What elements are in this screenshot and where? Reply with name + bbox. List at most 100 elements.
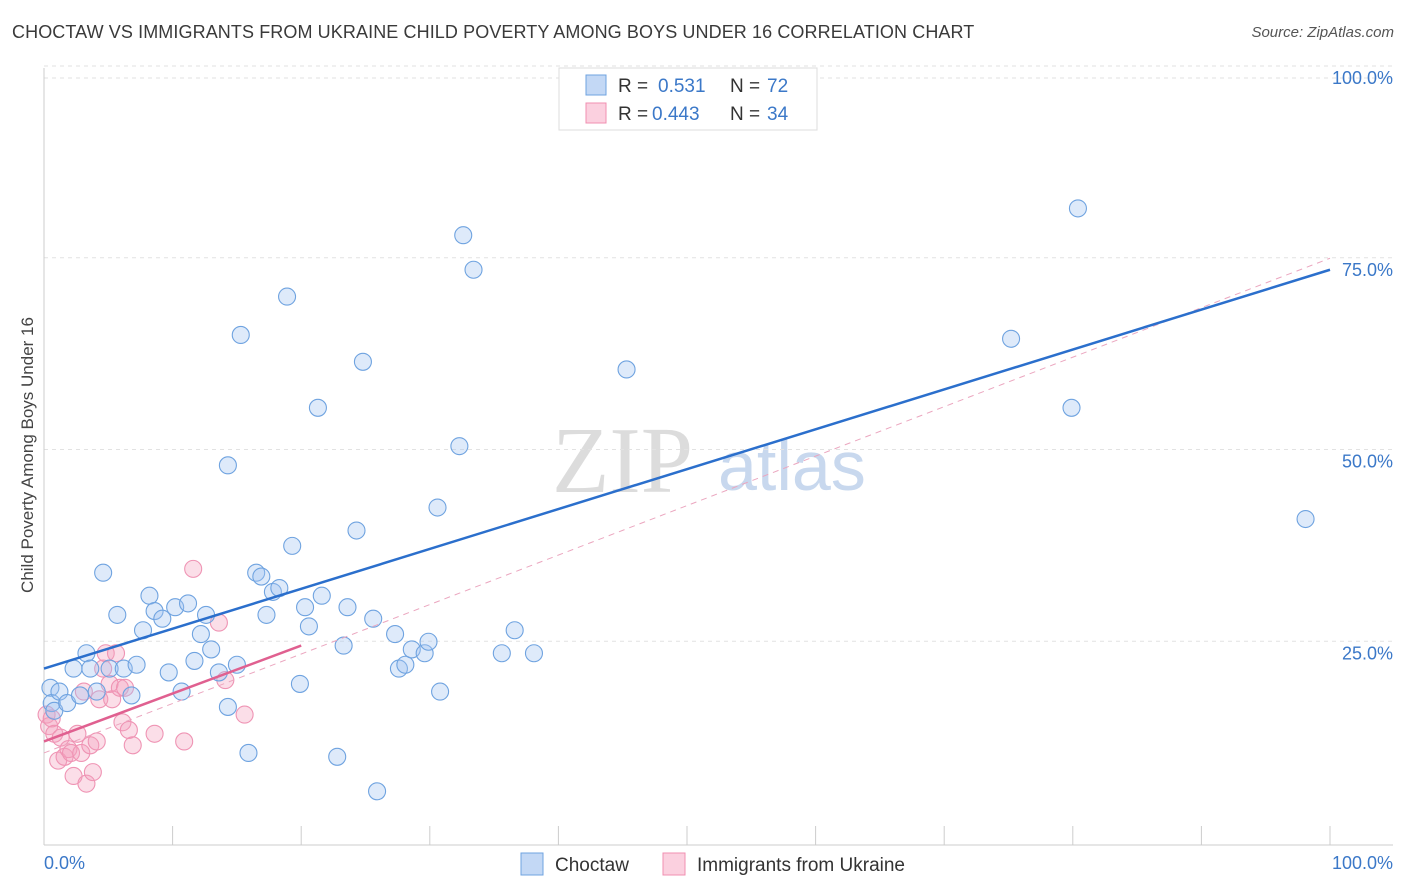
choctaw-point xyxy=(1062,398,1081,417)
choctaw-point xyxy=(159,663,178,682)
legend-choctaw-n-label: N = xyxy=(730,76,760,97)
choctaw-point xyxy=(431,682,450,701)
series-ukraine-points xyxy=(37,559,254,793)
choctaw-point xyxy=(64,659,83,678)
choctaw-point xyxy=(87,682,106,701)
source-label: Source: ZipAtlas.com xyxy=(1251,24,1394,41)
choctaw-point xyxy=(252,567,271,586)
choctaw-point xyxy=(290,674,309,693)
choctaw-point xyxy=(464,260,483,279)
series-choctaw-points xyxy=(41,199,1315,801)
ukraine-point xyxy=(94,659,113,678)
choctaw-point xyxy=(524,644,544,663)
choctaw-point xyxy=(364,609,383,628)
choctaw-point xyxy=(415,644,434,663)
choctaw-point xyxy=(108,605,127,624)
legend-bottom-ukraine-label: Immigrants from Ukraine xyxy=(697,855,905,876)
choctaw-point xyxy=(492,644,511,663)
choctaw-trend-line xyxy=(43,268,1331,670)
ukraine-point xyxy=(87,732,106,751)
choctaw-point xyxy=(308,398,327,417)
choctaw-point xyxy=(41,678,60,697)
choctaw-point xyxy=(428,498,447,517)
ukraine-point xyxy=(175,732,194,751)
choctaw-point xyxy=(353,352,372,371)
choctaw-point xyxy=(299,617,318,636)
choctaw-point xyxy=(386,625,405,644)
choctaw-point xyxy=(1068,199,1087,218)
legend-ukraine-r-label: R = xyxy=(618,104,648,125)
y-tick-label: 75.0% xyxy=(1342,260,1393,280)
legend-choctaw-r-label: R = xyxy=(618,76,648,97)
choctaw-point xyxy=(145,602,164,621)
choctaw-point xyxy=(70,686,90,705)
legend-ukraine-swatch xyxy=(585,102,607,124)
legend-choctaw-swatch xyxy=(585,74,607,96)
choctaw-point xyxy=(231,325,250,344)
choctaw-point xyxy=(617,360,636,379)
ukraine-point xyxy=(145,724,164,743)
ukraine-point xyxy=(83,763,102,782)
choctaw-point xyxy=(127,655,146,674)
gridlines xyxy=(44,65,1393,642)
ukraine-point xyxy=(184,559,203,578)
choctaw-point xyxy=(81,659,100,678)
choctaw-point xyxy=(100,659,119,678)
choctaw-point xyxy=(454,226,473,245)
choctaw-point xyxy=(328,747,347,766)
legend-choctaw-n-value: 72 xyxy=(767,76,788,97)
choctaw-point xyxy=(218,697,237,716)
choctaw-point xyxy=(278,287,297,306)
legend-bottom-ukraine-swatch xyxy=(662,852,686,876)
choctaw-point xyxy=(122,686,141,705)
choctaw-point xyxy=(257,605,276,624)
chart-title: CHOCTAW VS IMMIGRANTS FROM UKRAINE CHILD… xyxy=(12,22,975,42)
y-tick-label: 50.0% xyxy=(1342,452,1393,472)
choctaw-point xyxy=(347,521,366,540)
choctaw-point xyxy=(185,651,204,670)
legend-ukraine-r-value: 0.443 xyxy=(652,104,700,125)
choctaw-point xyxy=(396,655,415,674)
ukraine-point xyxy=(106,644,126,663)
ukraine-point xyxy=(113,713,132,732)
legend-ukraine-n-value: 34 xyxy=(767,104,789,125)
ukraine-point xyxy=(115,678,135,697)
choctaw-point xyxy=(368,782,387,801)
ukraine-point xyxy=(123,736,142,755)
choctaw-point xyxy=(296,598,315,617)
choctaw-point xyxy=(140,586,159,605)
y-tick-labels: 25.0% 50.0% 75.0% 100.0% xyxy=(1332,68,1393,663)
choctaw-point xyxy=(1002,329,1021,348)
ukraine-point xyxy=(119,720,138,740)
ukraine-point xyxy=(77,774,96,793)
y-tick-label: 100.0% xyxy=(1332,68,1393,88)
watermark-zip: ZIP xyxy=(552,409,693,513)
choctaw-point xyxy=(218,456,237,475)
choctaw-point xyxy=(419,632,438,651)
choctaw-point xyxy=(191,625,210,644)
ukraine-point xyxy=(235,705,254,724)
choctaw-point xyxy=(334,636,353,655)
choctaw-point xyxy=(283,536,302,555)
watermark-atlas: atlas xyxy=(718,427,866,505)
legend-choctaw-r-value: 0.531 xyxy=(658,76,706,97)
choctaw-point xyxy=(312,586,331,605)
x-tick-label-max: 100.0% xyxy=(1332,853,1393,873)
legend-top: R = 0.531 N = 72 R = 0.443 N = 34 xyxy=(558,67,818,131)
ukraine-point xyxy=(61,743,81,763)
ukraine-trend-extension xyxy=(43,257,1331,754)
legend-bottom-choctaw-swatch xyxy=(520,852,544,876)
x-axis-ticks xyxy=(172,826,1331,845)
y-tick-label: 25.0% xyxy=(1342,643,1393,663)
choctaw-point xyxy=(450,437,469,456)
legend-ukraine-n-label: N = xyxy=(730,104,760,125)
ukraine-trend-line xyxy=(43,644,302,743)
choctaw-point xyxy=(505,621,524,640)
x-tick-label-min: 0.0% xyxy=(44,853,85,873)
choctaw-point xyxy=(94,563,113,582)
choctaw-point xyxy=(202,640,221,659)
y-axis-title: Child Poverty Among Boys Under 16 xyxy=(18,317,37,593)
trend-lines xyxy=(43,257,1331,754)
legend-bottom-choctaw-label: Choctaw xyxy=(555,855,629,876)
